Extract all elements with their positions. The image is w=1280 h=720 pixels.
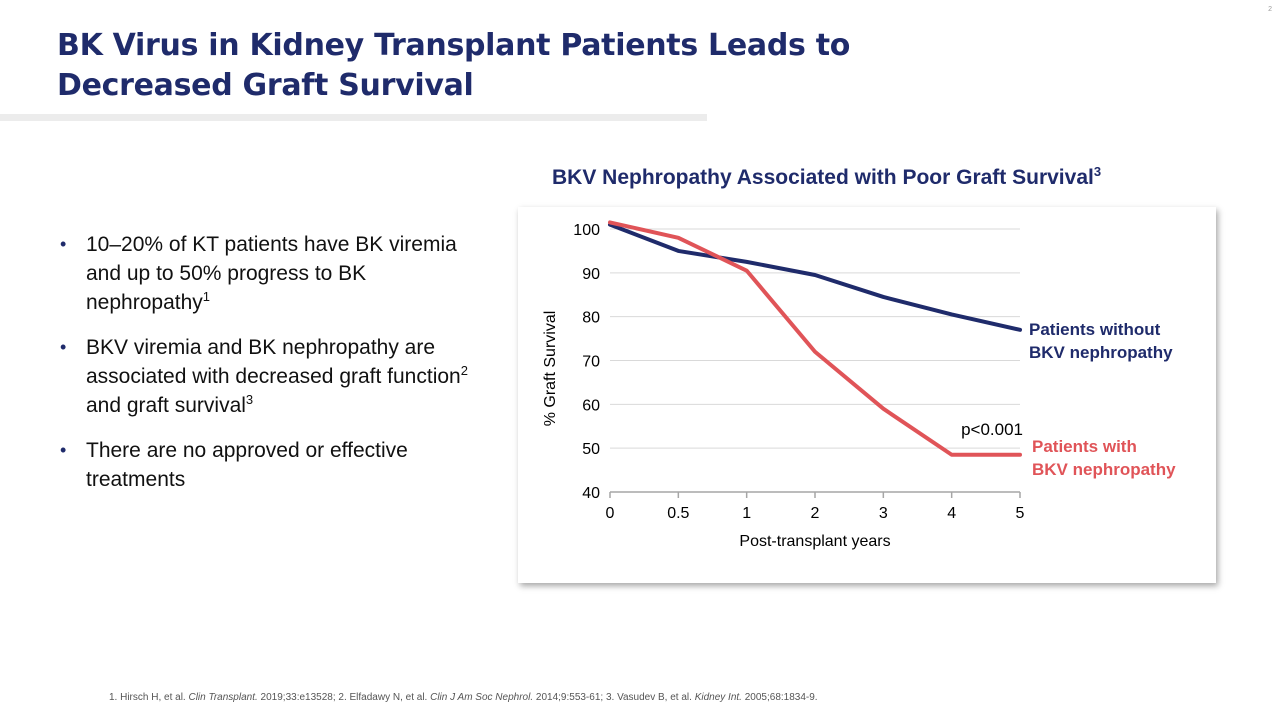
legend-label-without-bkvn: Patients without BKV nephropathy: [1029, 318, 1173, 364]
citation-ref: 1: [202, 289, 210, 304]
x-tick-label: 3: [879, 505, 888, 522]
references-footnote: 1. Hirsch H, et al. Clin Transplant. 201…: [109, 692, 818, 703]
bullet-text: BKV viremia and BK nephropathy are assoc…: [86, 336, 461, 388]
x-tick-label: 2: [811, 505, 820, 522]
y-axis-label: % Graft Survival: [542, 311, 559, 427]
y-tick-label: 40: [582, 485, 600, 502]
series-line-without-bkvn: [608, 222, 1022, 332]
footnote-journal: Clin J Am Soc Nephrol.: [430, 692, 534, 703]
footnote-text: 2019;33:e13528; 2. Elfadawy N, et al.: [257, 692, 431, 703]
bullet-list: • 10–20% of KT patients have BK viremia …: [60, 230, 480, 510]
y-tick-label: 80: [582, 310, 600, 327]
x-tick-label: 0.5: [667, 505, 689, 522]
chart-title-citation: 3: [1093, 164, 1102, 179]
bullet-text: 10–20% of KT patients have BK viremia an…: [86, 233, 457, 314]
y-tick-label: 70: [582, 354, 600, 371]
page-title-line-1: BK Virus in Kidney Transplant Patients L…: [57, 28, 851, 63]
bullet-text: There are no approved or effective treat…: [86, 439, 408, 491]
footnote-text: 1. Hirsch H, et al.: [109, 692, 189, 703]
chart-title: BKV Nephropathy Associated with Poor Gra…: [552, 164, 1252, 190]
bullet-item: • 10–20% of KT patients have BK viremia …: [60, 230, 480, 317]
x-tick-label: 1: [742, 505, 751, 522]
footnote-journal: Kidney Int.: [694, 692, 742, 703]
title-underline: [0, 114, 707, 121]
p-value-annotation: p<0.001: [961, 420, 1023, 439]
y-tick-label: 90: [582, 266, 600, 283]
footnote-text: 2005;68:1834-9.: [741, 692, 818, 703]
legend-label-line: Patients without: [1029, 320, 1161, 339]
legend-label-line: BKV nephropathy: [1032, 460, 1176, 479]
series-line-with-bkvn: [608, 220, 1022, 457]
legend-label-line: BKV nephropathy: [1029, 343, 1173, 362]
page-title-line-2: Decreased Graft Survival: [57, 68, 474, 103]
bullet-dot: •: [60, 440, 67, 460]
bullet-text: and graft survival: [86, 394, 246, 417]
bullet-item: • BKV viremia and BK nephropathy are ass…: [60, 333, 480, 420]
slide-number: 2: [1268, 6, 1272, 13]
citation-ref: 3: [245, 392, 254, 407]
y-tick-label: 100: [573, 222, 600, 239]
page-title: BK Virus in Kidney Transplant Patients L…: [57, 26, 957, 106]
footnote-journal: Clin Transplant.: [188, 692, 258, 703]
bullet-dot: •: [60, 234, 67, 254]
chart-title-text: BKV Nephropathy Associated with Poor Gra…: [552, 166, 1094, 189]
y-tick-label: 50: [582, 441, 600, 458]
y-tick-label: 60: [582, 397, 600, 414]
citation-ref: 2: [460, 363, 468, 378]
legend-label-line: Patients with: [1032, 437, 1137, 456]
x-tick-label: 5: [1016, 505, 1025, 522]
legend-label-with-bkvn: Patients with BKV nephropathy: [1032, 435, 1176, 481]
bullet-item: • There are no approved or effective tre…: [60, 436, 480, 494]
footnote-text: 2014;9:553-61; 3. Vasudev B, et al.: [533, 692, 695, 703]
x-tick-label: 0: [606, 505, 615, 522]
x-tick-label: 4: [947, 505, 956, 522]
x-axis-label: Post-transplant years: [739, 533, 890, 550]
graft-survival-chart: 40 50 60 70 80 90 100 0 0.5 1 2 3 4 5 Post-transplant …: [542, 220, 1025, 550]
bullet-dot: •: [60, 337, 67, 357]
